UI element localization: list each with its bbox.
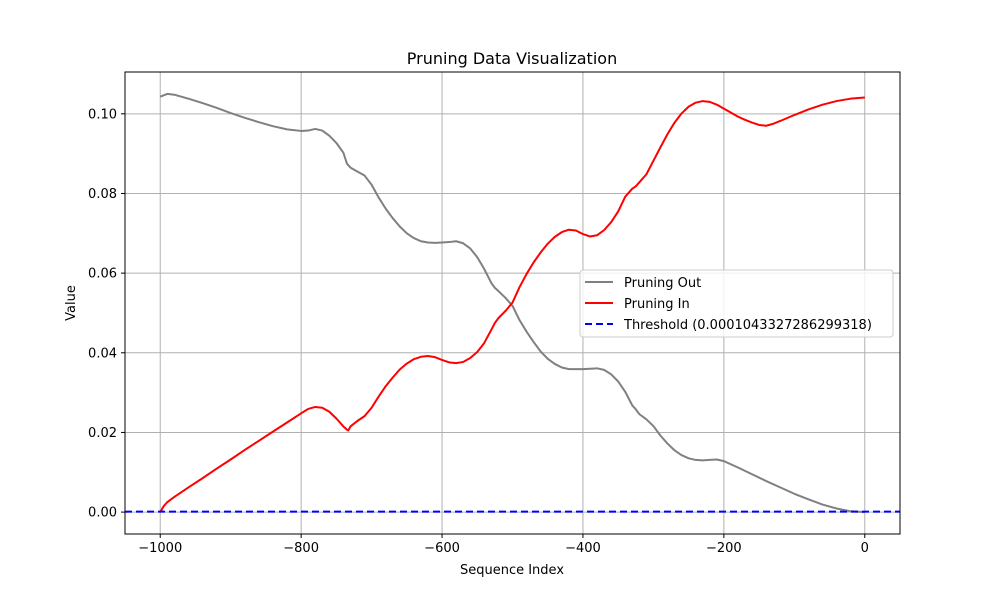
x-tick-label: 0 [861, 541, 869, 556]
y-tick-label: 0.08 [88, 187, 117, 202]
y-tick-label: 0.10 [88, 107, 117, 122]
series-layer [125, 92, 900, 514]
y-tick-label: 0.06 [88, 267, 117, 282]
x-axis-label: Sequence Index [460, 563, 564, 578]
x-tick-label: −200 [706, 541, 742, 556]
legend-label: Pruning In [624, 297, 690, 312]
y-axis: 0.00 0.02 0.04 0.06 0.08 0.10 [88, 107, 125, 521]
legend-label: Threshold (0.0001043327286299318) [623, 318, 872, 333]
series-line-pruning-out [159, 92, 865, 514]
x-tick-label: −800 [283, 541, 319, 556]
x-axis: −1000 −800 −600 −400 −200 0 [138, 534, 869, 556]
series-line-pruning-in [159, 96, 865, 513]
legend-box [579, 269, 894, 338]
plot-frame [124, 71, 901, 535]
x-tick-label: −600 [424, 541, 460, 556]
x-tick-label: −1000 [138, 541, 182, 556]
y-tick-label: 0.00 [88, 506, 117, 521]
legend-label: Pruning Out [624, 276, 701, 291]
y-axis-label: Value [64, 285, 79, 321]
x-tick-label: −400 [565, 541, 601, 556]
legend: Pruning Out Pruning In Threshold (0.000104… [579, 269, 894, 338]
y-tick-label: 0.04 [88, 346, 117, 361]
y-tick-label: 0.02 [88, 426, 117, 441]
chart-title: Pruning Data Visualization [407, 49, 617, 68]
